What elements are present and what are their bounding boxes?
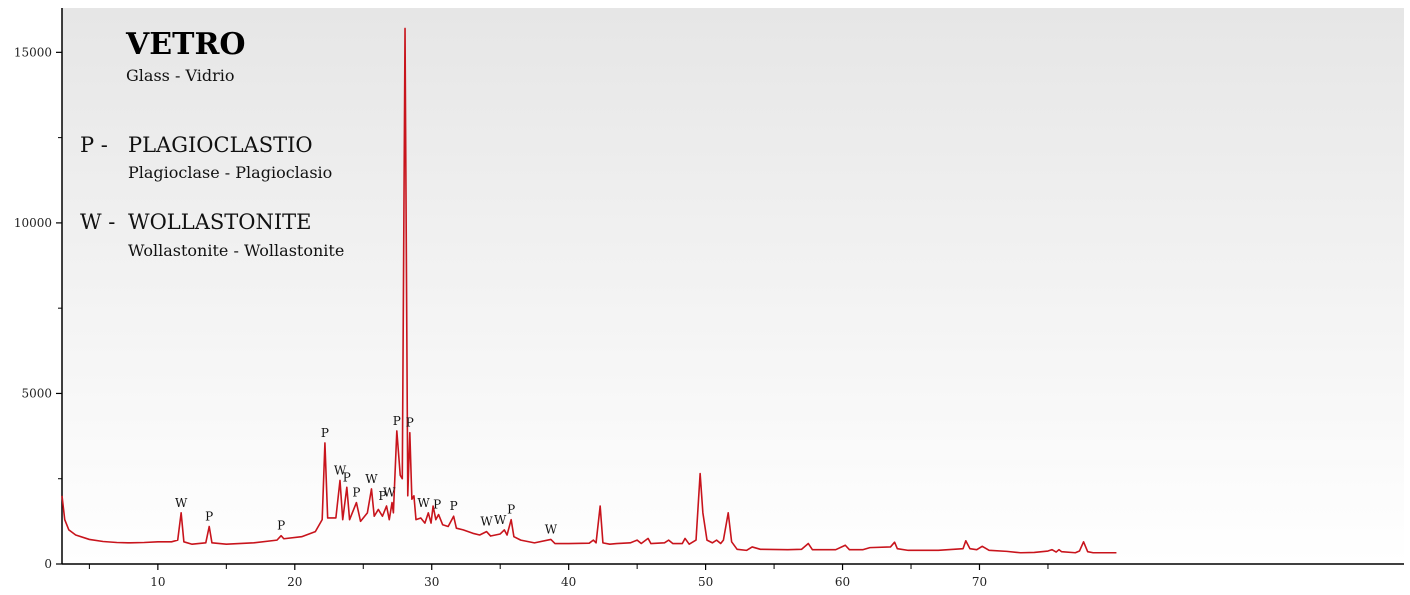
peak-label-p: P: [352, 486, 360, 500]
x-tick-label: 50: [698, 575, 713, 589]
x-tick-label: 40: [561, 575, 576, 589]
peak-label-p: P: [406, 416, 414, 430]
peak-label-w: W: [365, 472, 378, 486]
series-layer: [61, 27, 1117, 554]
diffraction-series-line: [61, 27, 1117, 554]
peak-label-p: P: [277, 519, 285, 533]
legend-translation-w: Wollastonite - Wollastonite: [128, 241, 344, 260]
peak-label-p: P: [450, 499, 458, 513]
x-tick-label: 70: [972, 575, 987, 589]
legend-name-w: WOLLASTONITE: [128, 210, 311, 234]
legend-key-w: W -: [80, 210, 115, 234]
peak-label-p: P: [205, 509, 213, 523]
x-tick-label: 30: [424, 575, 439, 589]
peak-label-p: P: [507, 503, 515, 517]
peak-label-w: W: [383, 486, 396, 500]
legend-name-p: PLAGIOCLASTIO: [128, 133, 313, 157]
peak-label-p: P: [343, 470, 351, 484]
peak-label-w: W: [334, 463, 347, 477]
chart-title: VETRO: [125, 27, 246, 62]
legend-block: VETRO Glass - Vidrio P - PLAGIOCLASTIO P…: [80, 27, 344, 260]
x-tick-label: 60: [835, 575, 850, 589]
x-tick-label: 10: [150, 575, 165, 589]
peak-label-w: W: [175, 496, 188, 510]
peak-label-w: W: [494, 513, 507, 527]
peak-label-p: P: [321, 426, 329, 440]
peak-label-p: P: [393, 414, 401, 428]
y-tick-label: 10000: [14, 216, 52, 230]
y-tick-label: 15000: [14, 45, 52, 59]
legend-key-p: P -: [80, 133, 108, 157]
peak-label-w: W: [545, 522, 558, 536]
peak-label-w: W: [417, 496, 430, 510]
axes: 0 5000 10000 15000 10 20 30 40 50 60 70: [14, 8, 1404, 589]
peak-label-p: P: [433, 498, 441, 512]
chart-subtitle: Glass - Vidrio: [126, 66, 234, 85]
x-tick-label: 20: [287, 575, 302, 589]
legend-translation-p: Plagioclase - Plagioclasio: [128, 163, 332, 182]
y-tick-label: 0: [44, 557, 52, 571]
y-tick-label: 5000: [21, 386, 52, 400]
plot-background: [62, 8, 1404, 564]
peak-label-p: P: [378, 489, 386, 503]
peak-label-w: W: [480, 515, 493, 529]
